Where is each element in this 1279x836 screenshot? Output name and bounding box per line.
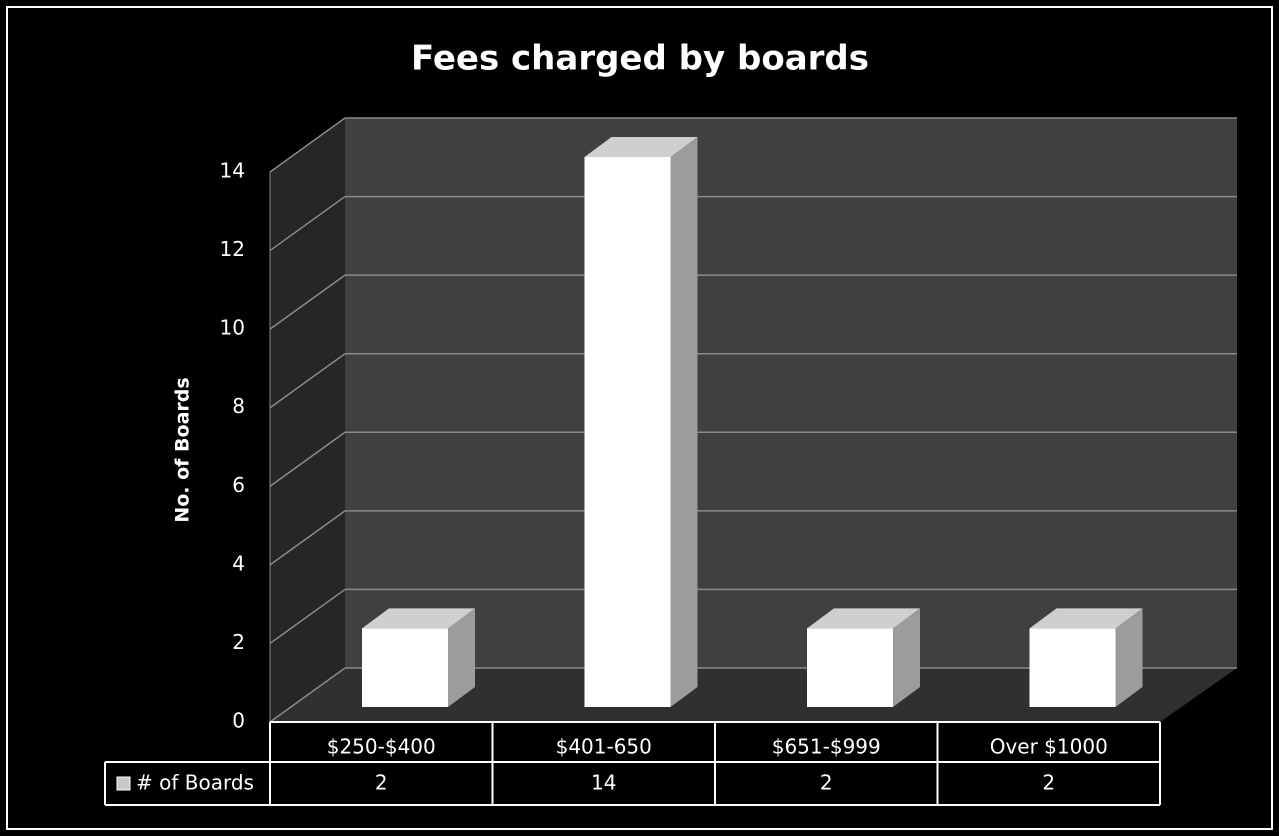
y-tick-label: 0 xyxy=(232,709,245,733)
back-wall xyxy=(345,118,1237,668)
bar-top xyxy=(584,137,698,157)
grid-line-side xyxy=(269,274,346,330)
bar xyxy=(584,137,698,707)
grid-line-side xyxy=(269,510,346,566)
floor xyxy=(270,668,1237,722)
bar-front xyxy=(807,628,893,707)
bar-top xyxy=(1029,608,1143,629)
bar xyxy=(362,608,475,707)
x-tick-label: $651-$999 xyxy=(772,735,881,759)
grid-line-side xyxy=(269,431,346,487)
bar-top xyxy=(807,608,920,629)
x-tick-label: $401-650 xyxy=(556,735,652,759)
bar-front xyxy=(362,628,448,707)
table-value: 2 xyxy=(1042,771,1055,795)
bar-side xyxy=(1115,608,1143,707)
bar-front xyxy=(1029,628,1116,707)
y-tick-label: 6 xyxy=(232,473,245,497)
y-tick-label: 8 xyxy=(232,394,245,418)
table-value: 14 xyxy=(591,771,616,795)
legend-key xyxy=(116,776,131,791)
grid-line-side xyxy=(269,667,346,723)
table-value: 2 xyxy=(375,771,388,795)
y-tick-label: 10 xyxy=(220,316,245,340)
y-tick-label: 2 xyxy=(232,630,245,654)
y-tick-label: 4 xyxy=(232,551,245,575)
grid-line-side xyxy=(269,588,346,645)
x-tick-label: Over $1000 xyxy=(990,735,1108,759)
y-axis-label: No. of Boards xyxy=(172,377,194,522)
grid-line-side xyxy=(269,353,346,409)
bar-side xyxy=(670,137,698,707)
y-tick-label: 12 xyxy=(220,237,245,261)
side-wall xyxy=(270,118,345,722)
table-value: 2 xyxy=(820,771,833,795)
grid-line-side xyxy=(269,195,346,252)
x-tick-label: $250-$400 xyxy=(327,735,436,759)
y-tick-label: 14 xyxy=(220,159,245,183)
bar-front xyxy=(584,157,671,707)
chart-border xyxy=(6,6,1273,830)
bar xyxy=(1029,608,1143,707)
bar-top xyxy=(362,608,475,629)
bar-side xyxy=(893,608,920,707)
chart-title: Fees charged by boards xyxy=(411,39,869,79)
legend-label: # of Boards xyxy=(136,771,254,795)
grid-line-side xyxy=(269,117,346,173)
bar xyxy=(807,608,920,707)
bar-side xyxy=(448,608,475,707)
